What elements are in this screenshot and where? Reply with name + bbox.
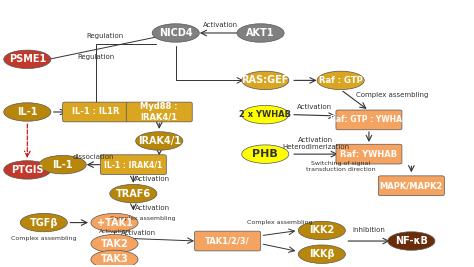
Text: Complex assembling: Complex assembling [110,216,175,221]
Text: PTGIS: PTGIS [11,165,44,175]
FancyBboxPatch shape [378,176,444,196]
Text: Complex assembling: Complex assembling [246,220,312,225]
Text: Activation: Activation [135,176,170,182]
Text: IL-1 : IL1R: IL-1 : IL1R [72,108,119,116]
Text: IL-1 : IRAK4/1: IL-1 : IRAK4/1 [104,160,163,169]
Ellipse shape [136,132,183,150]
Ellipse shape [317,71,364,90]
Text: MAPK/MAPK2: MAPK/MAPK2 [380,181,443,190]
Text: NF-κB: NF-κB [395,236,428,246]
FancyBboxPatch shape [126,102,192,122]
Text: 2 x YWHAB: 2 x YWHAB [239,110,292,119]
FancyBboxPatch shape [336,110,402,130]
Text: IKK2: IKK2 [309,226,335,235]
Text: AKT1: AKT1 [246,28,275,38]
FancyBboxPatch shape [63,102,128,122]
Text: Activation: Activation [99,229,130,234]
Text: Raf : GTP: Raf : GTP [319,76,363,85]
Text: IL-1: IL-1 [53,160,73,170]
Text: PHB: PHB [252,149,278,159]
Text: dissociation: dissociation [73,154,114,160]
Text: Activation: Activation [203,22,238,28]
Text: +TAK1: +TAK1 [97,218,132,227]
Text: Myd88 :
IRAK4/1: Myd88 : IRAK4/1 [140,102,178,122]
Ellipse shape [298,221,346,240]
FancyBboxPatch shape [336,144,402,164]
Text: NICD4: NICD4 [159,28,192,38]
Text: Activation: Activation [135,205,170,211]
Text: Inhibition: Inhibition [353,227,385,233]
Text: PSME1: PSME1 [9,54,46,64]
Text: Regulation: Regulation [77,54,114,60]
Text: Complex assembling: Complex assembling [356,92,428,98]
Ellipse shape [388,232,435,250]
Text: RAS:GEF: RAS:GEF [242,75,289,85]
Text: Raf: YWHAB: Raf: YWHAB [340,150,398,159]
Ellipse shape [242,105,289,124]
Text: TAK3: TAK3 [100,254,128,264]
Text: IL-1: IL-1 [17,107,37,117]
Text: TAK1/2/3/: TAK1/2/3/ [205,237,250,246]
Text: IKKβ: IKKβ [309,249,335,259]
Text: TRAF6: TRAF6 [116,189,151,199]
Text: IRAK4/1: IRAK4/1 [138,136,181,146]
Ellipse shape [91,213,138,232]
FancyBboxPatch shape [100,155,166,175]
Ellipse shape [110,184,157,203]
Ellipse shape [298,245,346,264]
Text: Switching of signal
transduction direction: Switching of signal transduction directi… [306,162,375,172]
Text: Raf: GTP : YWHAB: Raf: GTP : YWHAB [330,115,408,124]
Text: TGFβ: TGFβ [29,218,58,227]
Ellipse shape [91,234,138,253]
Text: Regulation: Regulation [86,33,124,39]
FancyBboxPatch shape [195,231,261,251]
Text: TAK2: TAK2 [100,239,128,249]
Text: Activation
Heterodimerization: Activation Heterodimerization [283,137,349,150]
Ellipse shape [20,213,67,232]
Ellipse shape [242,71,289,90]
Ellipse shape [39,155,86,174]
Ellipse shape [152,24,199,42]
Ellipse shape [4,161,51,179]
Ellipse shape [4,103,51,121]
Text: Activation: Activation [120,230,155,236]
Ellipse shape [237,24,284,42]
Ellipse shape [91,250,138,267]
Text: Complex assembling: Complex assembling [11,236,76,241]
Ellipse shape [242,145,289,163]
Ellipse shape [4,50,51,69]
Text: Activation: Activation [297,104,332,110]
